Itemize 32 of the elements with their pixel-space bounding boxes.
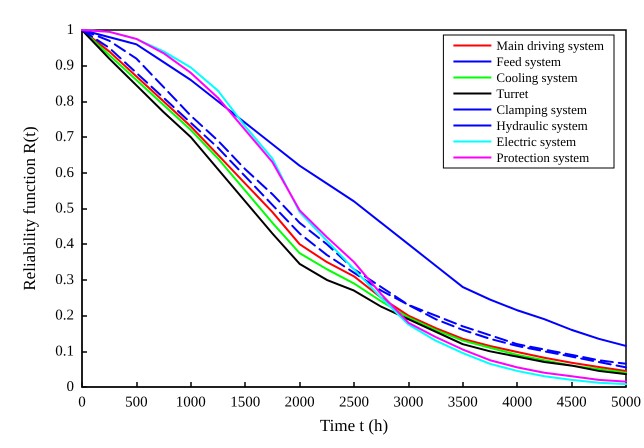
y-tick-label: 0: [66, 379, 74, 395]
y-tick-label: 0.4: [55, 236, 74, 252]
x-tick-label: 4000: [502, 394, 532, 410]
x-tick-label: 4500: [556, 394, 587, 410]
x-tick-label: 2500: [339, 394, 369, 410]
y-tick-label: 0.7: [55, 129, 74, 146]
legend-label: Hydraulic system: [496, 118, 588, 133]
legend-label: Turret: [496, 86, 529, 101]
legend-label: Protection system: [496, 150, 590, 165]
legend-label: Cooling system: [496, 70, 578, 85]
y-tick-label: 0.8: [55, 93, 74, 110]
x-axis-title: Time t (h): [320, 416, 388, 435]
legend-label: Electric system: [496, 134, 576, 149]
legend-label: Feed system: [496, 54, 562, 69]
y-tick-label: 1: [66, 22, 74, 38]
y-tick-label: 0.1: [55, 343, 74, 360]
x-tick-label: 3500: [448, 394, 478, 410]
legend-label: Clamping system: [496, 102, 588, 117]
y-tick-label: 0.3: [55, 272, 74, 288]
x-tick-label: 500: [125, 394, 148, 410]
y-tick-label: 0.9: [55, 58, 74, 74]
y-tick-label: 0.5: [55, 200, 74, 216]
x-tick-label: 5000: [611, 394, 641, 410]
x-tick-label: 1000: [176, 394, 206, 410]
x-tick-label: 0: [78, 394, 86, 410]
x-tick-label: 2000: [284, 394, 315, 410]
x-tick-label: 3000: [393, 394, 424, 410]
y-axis-title: Reliability function R(t): [20, 126, 39, 291]
x-tick-label: 1500: [230, 394, 260, 410]
y-tick-label: 0.6: [55, 164, 74, 181]
legend-label: Main driving system: [496, 38, 604, 53]
y-tick-label: 0.2: [55, 308, 74, 324]
